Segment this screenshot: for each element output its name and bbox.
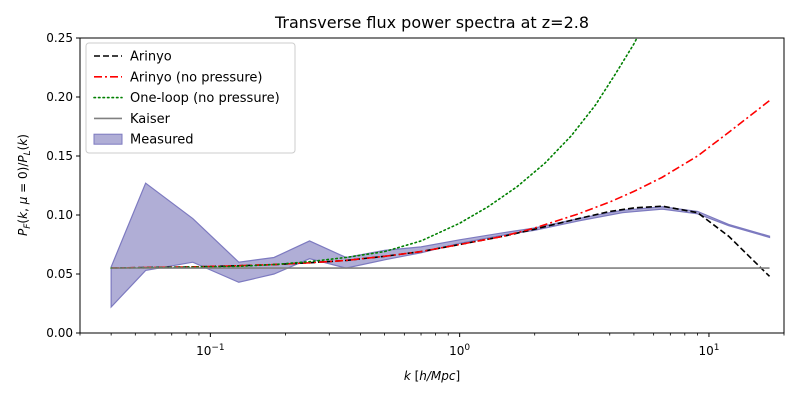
y-tick-label-2: 0.10	[46, 208, 73, 222]
y-tick-label-5: 0.25	[46, 31, 73, 45]
y-tick-label-0: 0.00	[46, 326, 73, 340]
y-tick-label-1: 0.05	[46, 267, 73, 281]
legend-label-0: Arinyo	[130, 50, 172, 65]
legend-swatch-4	[93, 133, 123, 145]
x-axis-label: k [h/Mpc]	[404, 369, 460, 383]
y-tick-label-4: 0.20	[46, 90, 73, 104]
x-tick-label-1: 100	[449, 343, 470, 358]
legend-label-4: Measured	[130, 133, 194, 148]
chart-title: Transverse flux power spectra at z=2.8	[274, 13, 589, 32]
x-tick-label-0: 10−1	[196, 343, 225, 358]
legend-label-1: Arinyo (no pressure)	[130, 70, 263, 85]
measured-band	[110, 182, 771, 309]
y-axis-label: PF(k, μ = 0)/PL(k)	[16, 134, 33, 236]
y-tick-label-3: 0.15	[46, 149, 73, 163]
series-line-2	[110, 38, 638, 269]
legend-label-2: One-loop (no pressure)	[130, 91, 280, 106]
x-tick-label-2: 101	[698, 343, 719, 358]
series-line-1	[111, 99, 771, 269]
legend-box	[85, 42, 296, 154]
legend-label-3: Kaiser	[130, 112, 171, 127]
plot-frame	[79, 37, 785, 334]
